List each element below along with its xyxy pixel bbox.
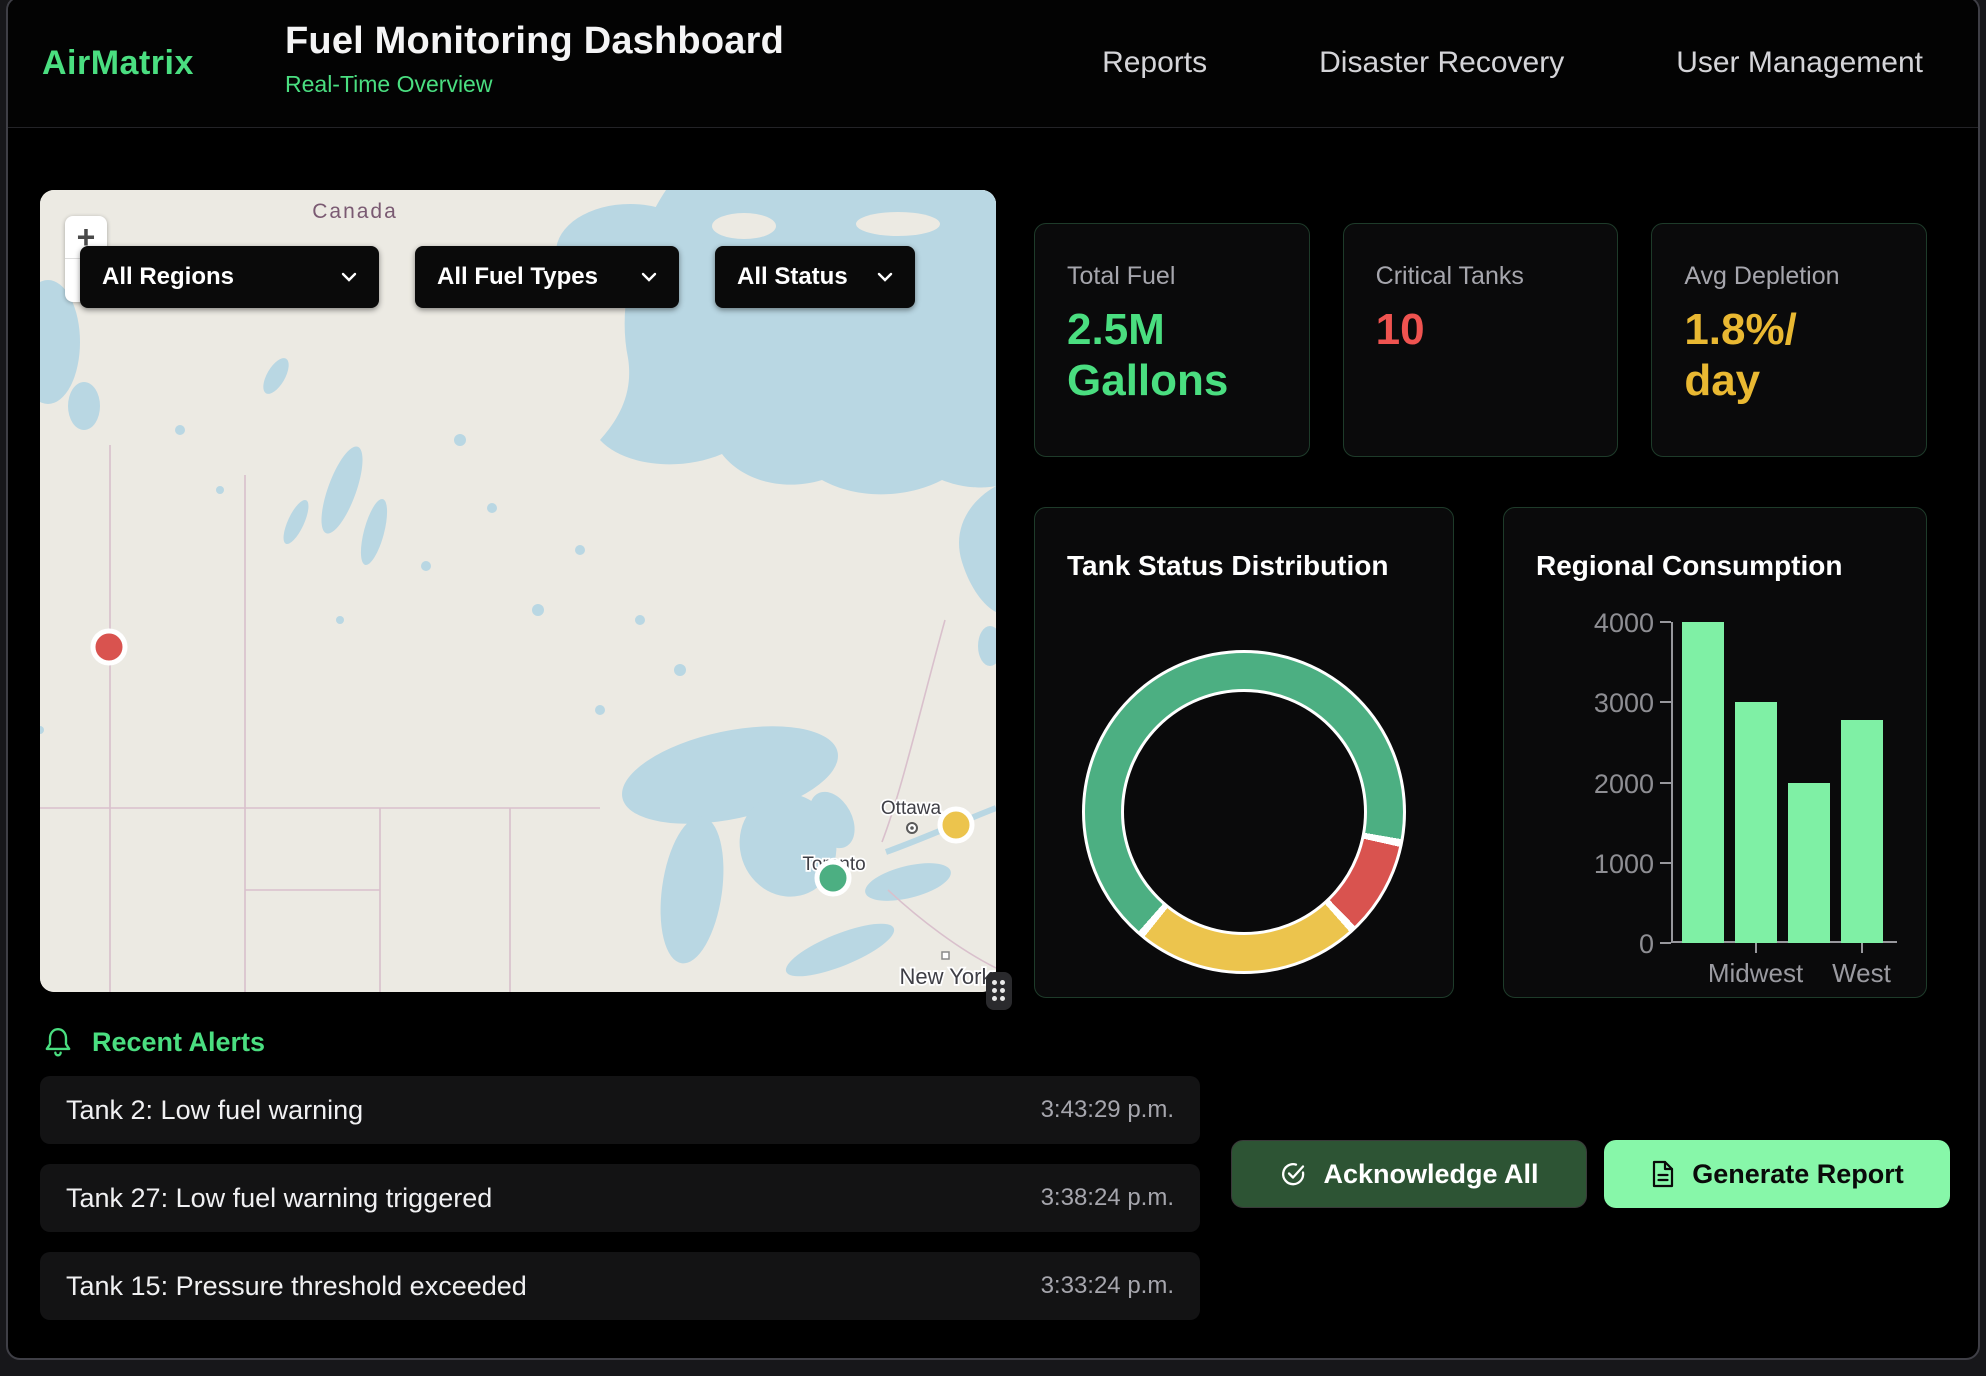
total-fuel-value: 2.5M Gallons xyxy=(1067,305,1277,406)
alert-timestamp: 3:43:29 p.m. xyxy=(1041,1096,1174,1124)
y-tick-mark xyxy=(1660,701,1671,703)
bar-Midwest xyxy=(1735,702,1777,943)
bar-slot xyxy=(1729,622,1782,943)
avg-depletion-card: Avg Depletion 1.8%/ day xyxy=(1651,223,1927,457)
x-tick-mark xyxy=(1861,943,1863,953)
generate-report-button[interactable]: Generate Report xyxy=(1604,1140,1950,1208)
nav-disaster-recovery[interactable]: Disaster Recovery xyxy=(1319,46,1564,80)
header: AirMatrix Fuel Monitoring Dashboard Real… xyxy=(8,0,1978,128)
document-icon xyxy=(1650,1160,1676,1188)
critical-tanks-label: Critical Tanks xyxy=(1376,262,1586,291)
newyork-city-dot xyxy=(942,952,949,959)
map-island xyxy=(856,212,940,236)
y-tick-label: 4000 xyxy=(1504,608,1654,639)
regions-filter-dropdown[interactable]: All Regions xyxy=(80,246,379,308)
fuel-types-filter-dropdown[interactable]: All Fuel Types xyxy=(415,246,679,308)
tank-marker-warning[interactable] xyxy=(940,809,972,841)
bar-West xyxy=(1841,720,1883,943)
nav-user-management[interactable]: User Management xyxy=(1676,46,1923,80)
alerts-title: Recent Alerts xyxy=(92,1027,265,1058)
map-country-label: Canada xyxy=(312,200,398,223)
main-nav: Reports Disaster Recovery User Managemen… xyxy=(1102,0,1923,128)
regional-consumption-card: Regional Consumption 01000200030004000Mi… xyxy=(1503,507,1927,998)
bar-slot xyxy=(1782,622,1835,943)
tank-status-card: Tank Status Distribution xyxy=(1034,507,1454,998)
tank-marker-critical[interactable] xyxy=(93,631,125,663)
chevron-down-icon xyxy=(877,272,893,282)
nav-reports[interactable]: Reports xyxy=(1102,46,1207,80)
critical-tanks-card: Critical Tanks 10 xyxy=(1343,223,1619,457)
stat-cards: Total Fuel 2.5M Gallons Critical Tanks 1… xyxy=(1034,223,1927,457)
map-city-label-newyork: New York xyxy=(900,964,994,989)
x-tick-mark xyxy=(1755,943,1757,953)
y-tick-label: 1000 xyxy=(1504,849,1654,880)
alert-timestamp: 3:38:24 p.m. xyxy=(1041,1184,1174,1212)
alert-timestamp: 3:33:24 p.m. xyxy=(1041,1272,1174,1300)
y-tick-mark xyxy=(1660,862,1671,864)
y-tick-label: 3000 xyxy=(1504,688,1654,719)
dashboard-container: AirMatrix Fuel Monitoring Dashboard Real… xyxy=(6,0,1980,1360)
y-tick-mark xyxy=(1660,621,1671,623)
alert-message: Tank 27: Low fuel warning triggered xyxy=(66,1183,492,1214)
page-title: Fuel Monitoring Dashboard xyxy=(285,20,784,63)
y-axis xyxy=(1671,622,1673,943)
alert-row: Tank 15: Pressure threshold exceeded 3:3… xyxy=(40,1252,1200,1320)
alert-row: Tank 2: Low fuel warning 3:43:29 p.m. xyxy=(40,1076,1200,1144)
map-resize-grip[interactable] xyxy=(986,972,1012,1010)
tank-status-donut xyxy=(1082,650,1406,974)
total-fuel-label: Total Fuel xyxy=(1067,262,1277,291)
alert-message: Tank 2: Low fuel warning xyxy=(66,1095,363,1126)
alert-message: Tank 15: Pressure threshold exceeded xyxy=(66,1271,527,1302)
app-logo[interactable]: AirMatrix xyxy=(42,0,194,128)
bar-slot xyxy=(1676,622,1729,943)
check-circle-icon xyxy=(1279,1160,1307,1188)
title-block: Fuel Monitoring Dashboard Real-Time Over… xyxy=(285,20,784,98)
y-tick-label: 2000 xyxy=(1504,769,1654,800)
chevron-down-icon xyxy=(641,272,657,282)
bell-icon xyxy=(42,1026,74,1058)
y-tick-label: 0 xyxy=(1504,929,1654,960)
map-city-label-ottawa: Ottawa xyxy=(881,798,942,819)
x-tick-label: West xyxy=(1802,958,1922,989)
status-filter-dropdown[interactable]: All Status xyxy=(715,246,915,308)
bar-region-1 xyxy=(1682,622,1724,943)
avg-depletion-label: Avg Depletion xyxy=(1684,262,1894,291)
total-fuel-card: Total Fuel 2.5M Gallons xyxy=(1034,223,1310,457)
donut-hole xyxy=(1121,689,1367,935)
alert-row: Tank 27: Low fuel warning triggered 3:38… xyxy=(40,1164,1200,1232)
alerts-header: Recent Alerts xyxy=(42,1026,265,1058)
bar-slot xyxy=(1835,622,1888,943)
map-island xyxy=(712,213,776,239)
bar-region-3 xyxy=(1788,783,1830,944)
map-water xyxy=(68,382,100,430)
regional-consumption-plot: 0 1000 2000 3000 4000 MidwestWest xyxy=(1504,508,1926,997)
tank-status-title: Tank Status Distribution xyxy=(1067,550,1389,582)
y-tick-mark xyxy=(1660,942,1671,944)
critical-tanks-value: 10 xyxy=(1376,305,1586,356)
map-canvas: Canada Ottawa Toronto New York xyxy=(40,190,996,992)
tank-map[interactable]: Canada Ottawa Toronto New York + All Reg… xyxy=(40,190,996,992)
y-tick-mark xyxy=(1660,782,1671,784)
acknowledge-all-button[interactable]: Acknowledge All xyxy=(1231,1140,1587,1208)
page-subtitle: Real-Time Overview xyxy=(285,71,784,98)
tank-marker-normal[interactable] xyxy=(817,862,849,894)
avg-depletion-value: 1.8%/ day xyxy=(1684,305,1894,406)
map-filters: All Regions All Fuel Types All Status xyxy=(80,246,915,308)
x-tick-label: Midwest xyxy=(1696,958,1816,989)
bar-series xyxy=(1676,622,1888,943)
chevron-down-icon xyxy=(341,272,357,282)
